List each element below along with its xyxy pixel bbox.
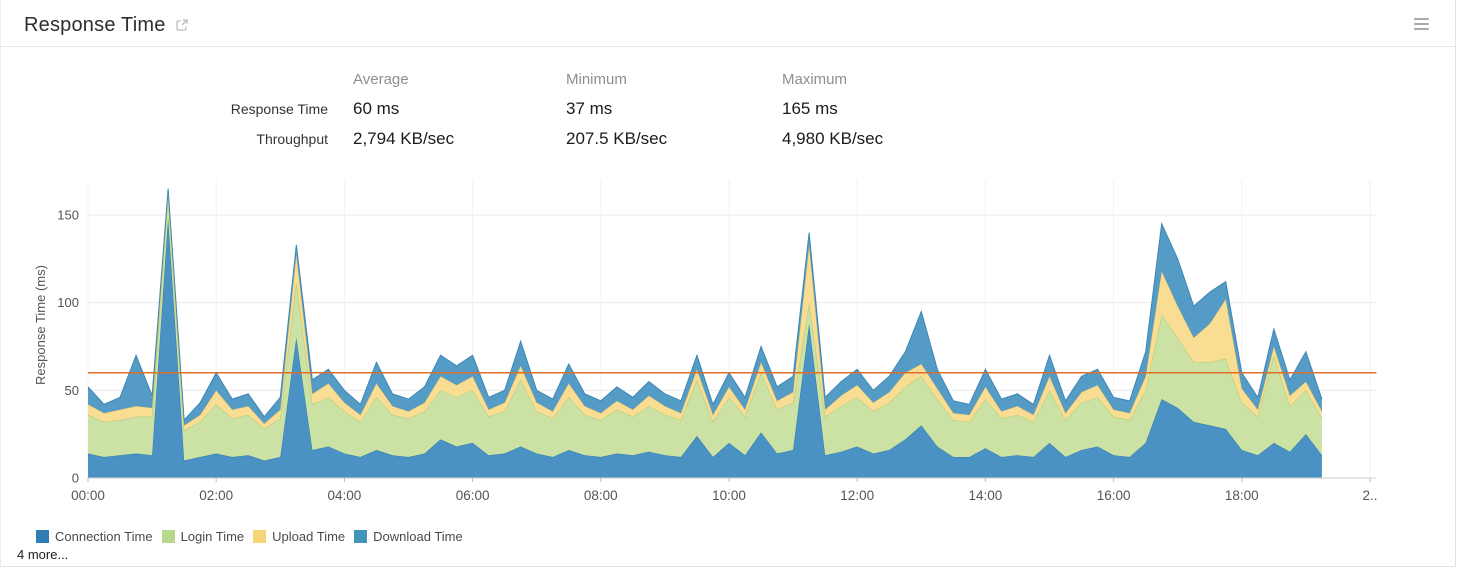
hamburger-menu-icon[interactable] <box>1414 18 1429 30</box>
area-series-upload-time <box>88 192 1322 431</box>
legend-swatch <box>253 530 267 543</box>
x-tick-label: 18:00 <box>1225 488 1259 503</box>
legend-label: Login Time <box>180 529 245 544</box>
legend-item-upload-time[interactable]: Upload Time <box>253 529 345 544</box>
stats-table: Average Minimum Maximum Response Time 60… <box>1 64 1001 154</box>
x-tick-label: 06:00 <box>456 488 490 503</box>
throughput-minimum: 207.5 KB/sec <box>566 129 668 148</box>
legend-swatch <box>36 530 49 543</box>
response-time-chart[interactable]: 00:00 02:00 04:00 06:00 08:00 10:00 12:00 14:00… <box>1 170 1464 520</box>
area-edge-download-time <box>87 188 1323 422</box>
legend-item-download-time[interactable]: Download Time <box>354 529 463 544</box>
x-tick-label: 14:00 <box>969 488 1003 503</box>
stats-col-maximum: Maximum <box>782 70 848 88</box>
x-tick-label: 00:00 <box>71 488 105 503</box>
legend-label: Upload Time <box>272 529 346 544</box>
page-title: Response Time <box>24 14 166 36</box>
y-tick-label: 100 <box>57 295 79 310</box>
stats-row-label-response-time: Response Time <box>230 101 328 117</box>
y-axis-title: Response Time (ms) <box>33 265 48 385</box>
x-tick-label: 2.. <box>1362 488 1377 503</box>
y-tick-label: 150 <box>57 208 79 223</box>
x-tick-label: 08:00 <box>584 488 618 503</box>
area-series-connection-time <box>88 218 1322 479</box>
chart-legend: Connection Time Login Time Upload Time Down… <box>36 529 472 544</box>
stats-col-minimum: Minimum <box>566 70 627 88</box>
stats-row-label-throughput: Throughput <box>256 131 328 147</box>
legend-swatch <box>161 530 175 543</box>
legend-more-link[interactable]: 4 more... <box>17 547 69 562</box>
response-time-average: 60 ms <box>353 99 400 118</box>
x-tick-label: 10:00 <box>712 488 746 503</box>
widget-header: Response Time <box>1 0 1455 47</box>
stats-col-average: Average <box>353 70 409 88</box>
response-time-maximum: 165 ms <box>782 99 838 118</box>
legend-item-connection-time[interactable]: Connection Time <box>36 529 153 544</box>
legend-label: Connection Time <box>55 529 153 544</box>
response-time-minimum: 37 ms <box>566 99 613 118</box>
throughput-maximum: 4,980 KB/sec <box>782 129 884 148</box>
x-tick-label: 02:00 <box>199 488 233 503</box>
y-tick-label: 50 <box>65 383 79 398</box>
y-tick-label: 0 <box>72 471 79 486</box>
x-tick-label: 04:00 <box>328 488 362 503</box>
legend-item-login-time[interactable]: Login Time <box>161 529 245 544</box>
x-tick-label: 16:00 <box>1097 488 1131 503</box>
x-tick-label: 12:00 <box>840 488 874 503</box>
legend-label: Download Time <box>373 529 463 544</box>
throughput-average: 2,794 KB/sec <box>353 129 455 148</box>
popout-icon[interactable] <box>175 18 189 32</box>
legend-swatch <box>354 530 368 543</box>
area-series-login-time <box>88 195 1322 461</box>
